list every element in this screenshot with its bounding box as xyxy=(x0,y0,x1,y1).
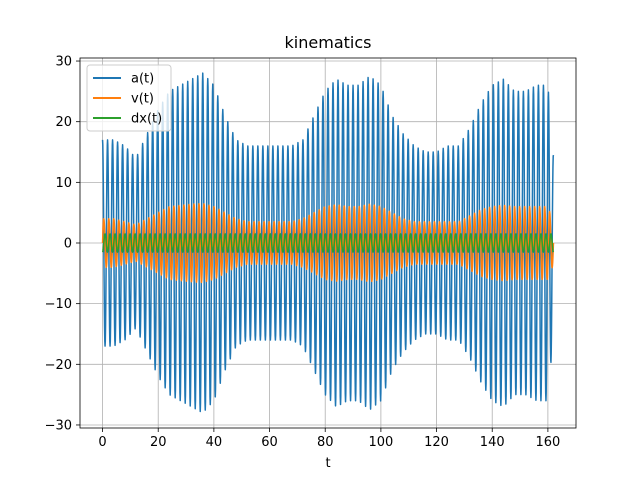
y-tick-label: −30 xyxy=(45,418,72,433)
legend-box xyxy=(86,64,172,132)
x-tick-label: 80 xyxy=(317,435,334,450)
x-tick-label: 120 xyxy=(424,435,449,450)
series-line-at xyxy=(101,72,555,413)
x-tick-label: 100 xyxy=(368,435,393,450)
x-tick-label: 0 xyxy=(98,435,106,450)
series-layer xyxy=(101,72,555,413)
y-tick-label: 0 xyxy=(64,237,72,252)
legend-label-vt: v(t) xyxy=(131,92,154,107)
legend: a(t) v(t) dx(t) xyxy=(86,64,172,132)
x-tick-label: 60 xyxy=(261,435,278,450)
y-tick-label: −20 xyxy=(45,358,72,373)
y-tick-label: 10 xyxy=(55,176,72,191)
axes-layer: 0 20 40 60 80 100 120 140 160 −30 −20 −10 0 10 20 30 xyxy=(45,55,577,450)
legend-label-at: a(t) xyxy=(131,72,154,87)
chart-title: kinematics xyxy=(285,33,372,52)
y-tick-label: 30 xyxy=(55,55,72,70)
series-line-vt xyxy=(101,203,555,284)
series-line-dxt xyxy=(101,233,555,253)
x-tick-label: 40 xyxy=(206,435,223,450)
x-tick-label: 140 xyxy=(480,435,505,450)
x-axis-label: t xyxy=(325,456,330,471)
y-tick-label: −10 xyxy=(45,297,72,312)
x-tick-label: 160 xyxy=(535,435,560,450)
y-tick-label: 20 xyxy=(55,115,72,130)
x-tick-label: 20 xyxy=(150,435,167,450)
legend-label-dxt: dx(t) xyxy=(131,112,162,127)
